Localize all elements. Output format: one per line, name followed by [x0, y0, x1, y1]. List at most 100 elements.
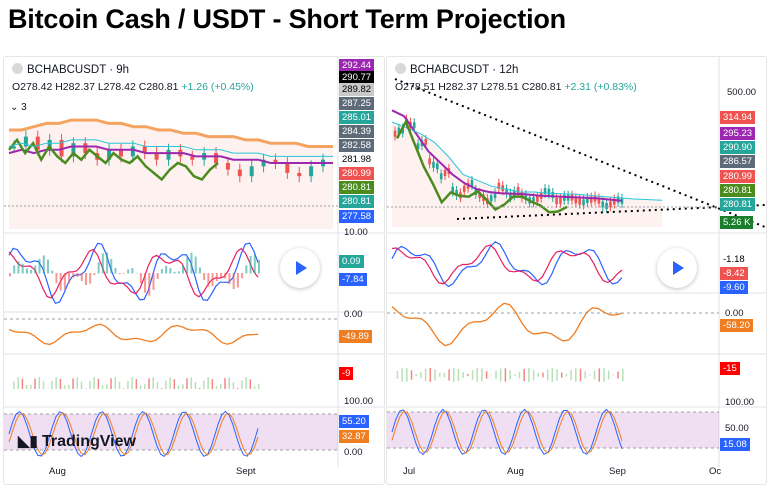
macd-line — [392, 242, 622, 287]
play-button-right[interactable] — [657, 248, 697, 288]
volume-osc-bar — [119, 382, 121, 389]
cloud-band — [392, 122, 662, 227]
volume-osc-bar — [561, 372, 563, 377]
symbol-text: BCHABCUSDT · 9h — [27, 64, 129, 76]
macd-histogram-bar — [195, 257, 197, 274]
macd-histogram-bar — [77, 273, 79, 277]
macd-tag: -8.42 — [720, 267, 748, 280]
volume-osc-bar — [509, 370, 511, 379]
volume-osc-bar — [228, 377, 230, 389]
volume-osc-bar — [60, 379, 62, 389]
volume-osc-bar — [34, 379, 36, 389]
ohlc-close: C280.81 — [139, 81, 179, 93]
volume-osc-bar — [486, 371, 488, 379]
stoch-tag: 55.20 — [339, 415, 369, 428]
volume-osc-bar — [462, 372, 464, 378]
volume-osc-bar — [533, 370, 535, 381]
page-title: Bitcoin Cash / USDT - Short Term Project… — [8, 4, 566, 35]
volume-osc-bar — [589, 375, 591, 376]
volume-osc-bar — [542, 373, 544, 378]
candle-body — [214, 153, 218, 163]
stoch-tag: 32.87 — [339, 430, 369, 443]
volume-osc-bar — [547, 369, 549, 380]
ohlc-open: O278.51 — [395, 81, 435, 93]
volume-osc-bar — [467, 374, 469, 376]
volume-osc-bar — [165, 381, 167, 389]
axis-label: 0.00 — [725, 308, 744, 319]
macd-histogram-bar — [72, 273, 74, 278]
volume-osc-bar — [77, 377, 79, 389]
macd-tag: 0.09 — [339, 255, 364, 268]
volume-osc-bar — [89, 381, 91, 389]
macd-histogram-bar — [110, 259, 112, 274]
volume-osc-bar — [148, 378, 150, 389]
candle-body — [559, 198, 562, 204]
volume-osc-bar — [43, 381, 45, 389]
volume-osc-bar — [505, 368, 507, 382]
macd-histogram-bar — [119, 273, 121, 274]
macd-histogram-bar — [186, 257, 188, 274]
momentum-tag: -49.89 — [339, 330, 372, 343]
candle-body — [167, 150, 171, 160]
indicator-count: 3 — [21, 102, 27, 113]
macd-histogram-bar — [140, 273, 142, 283]
volume-osc-bar — [68, 385, 70, 389]
price-tag: 280.99 — [339, 167, 374, 180]
cloud-band — [9, 120, 333, 229]
volume-osc-bar — [161, 388, 163, 389]
macd-histogram-bar — [30, 270, 32, 274]
volume-osc-bar — [51, 381, 53, 389]
ohlc-high: H282.37 — [438, 81, 478, 93]
candle-body — [490, 195, 493, 201]
macd-histogram-bar — [98, 262, 100, 273]
macd-histogram-bar — [60, 273, 62, 290]
ohlc-low: L278.51 — [481, 81, 519, 93]
volume-osc-bar — [476, 368, 478, 382]
candle-body — [578, 199, 581, 205]
macd-histogram-bar — [39, 259, 41, 274]
volume-osc-bar — [102, 385, 104, 389]
symbol-label-left: BCHABCUSDT · 9h — [12, 63, 129, 76]
price-tag: 295.23 — [720, 127, 755, 140]
volume-osc-bar — [552, 368, 554, 382]
macd-histogram-bar — [9, 273, 11, 276]
macd-histogram-bar — [228, 273, 230, 284]
volume-osc-bar — [174, 379, 176, 389]
macd-histogram-bar — [81, 273, 83, 281]
macd-histogram-bar — [212, 273, 214, 286]
x-tick-label: Jul — [403, 466, 415, 477]
chart-panel-right[interactable]: BCHABCUSDT · 12h O278.51 H282.37 L278.51… — [386, 56, 767, 485]
macd-histogram-bar — [157, 273, 159, 279]
indicator-toggle[interactable]: ⌄ 3 — [10, 102, 27, 113]
volume-osc-bar — [425, 369, 427, 381]
volume-osc-bar — [178, 386, 180, 389]
macd-histogram-bar — [17, 261, 19, 273]
x-tick-label: Sept — [236, 466, 256, 477]
macd-tag: -9.60 — [720, 281, 748, 294]
macd-histogram-bar — [51, 271, 53, 274]
candle-body — [394, 131, 397, 137]
price-tag: 284.39 — [339, 125, 374, 138]
price-tag: 280.81 — [339, 195, 374, 208]
volume-osc-bar — [17, 377, 19, 389]
macd-histogram-bar — [207, 273, 209, 287]
macd-histogram-bar — [152, 273, 154, 290]
macd-histogram-bar — [55, 273, 57, 283]
candle-body — [226, 163, 230, 170]
volume-osc-bar — [241, 380, 243, 389]
price-tag: 277.58 — [339, 210, 374, 223]
price-tag: 314.94 — [720, 111, 755, 124]
macd-histogram-bar — [250, 256, 252, 274]
macd-histogram-bar — [237, 273, 239, 287]
axis-label: 0.00 — [344, 447, 363, 458]
axis-label: 10.00 — [344, 227, 368, 238]
candle-body — [436, 163, 439, 169]
candle-body — [444, 170, 447, 176]
chart-panel-left[interactable]: BCHABCUSDT · 9h O278.42 H282.37 L278.42 … — [3, 56, 385, 485]
macd-histogram-bar — [233, 273, 235, 289]
volume-osc-bar — [613, 374, 615, 375]
stoch-band — [387, 412, 719, 448]
play-button-left[interactable] — [280, 248, 320, 288]
volume-osc-bar — [453, 368, 455, 382]
volume-osc-bar — [131, 377, 133, 389]
